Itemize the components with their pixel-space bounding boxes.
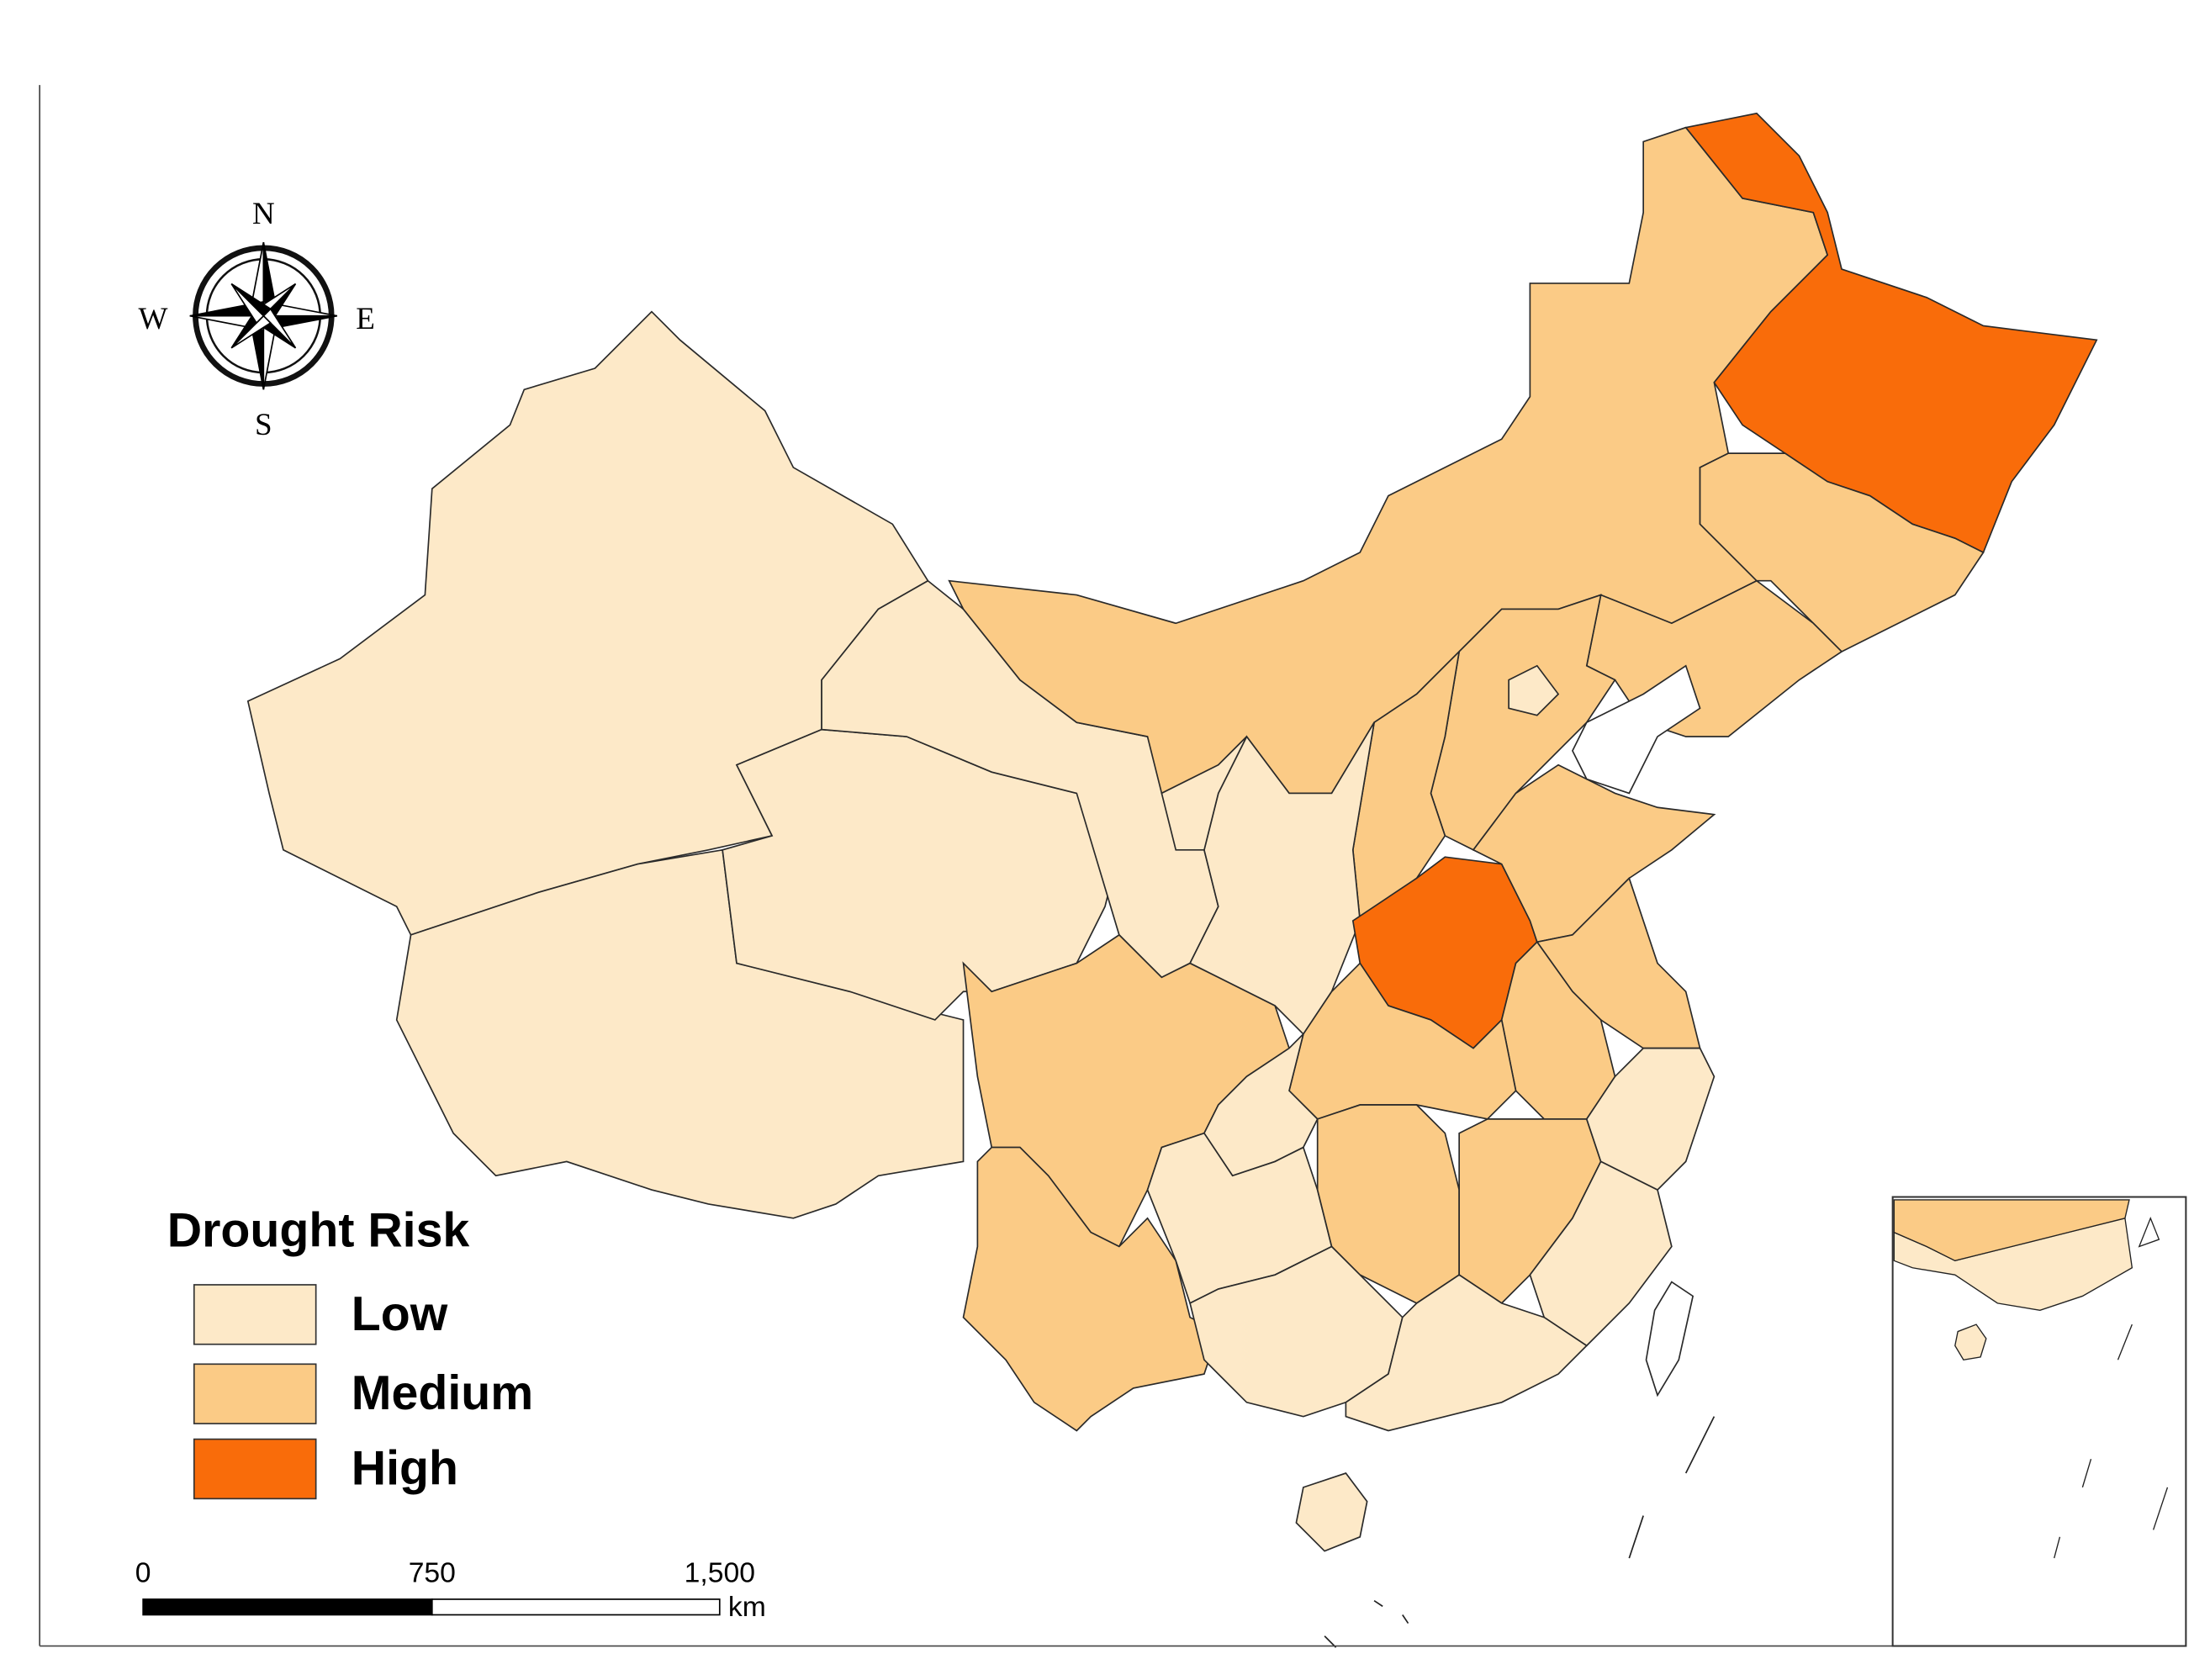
- province: [1585, 1047, 1716, 1191]
- province: [1500, 940, 1616, 1120]
- inset-island: [1954, 1323, 1987, 1360]
- compass-east: E: [356, 302, 375, 336]
- scale-unit: km: [728, 1592, 766, 1623]
- legend-label: High: [352, 1442, 458, 1496]
- legend-swatch: [193, 1363, 317, 1424]
- scale-segment: [431, 1598, 721, 1616]
- province: [1161, 736, 1248, 851]
- regions: [246, 112, 2098, 1648]
- scale-segment: [142, 1598, 433, 1616]
- legend-label: Medium: [352, 1366, 533, 1420]
- province: [1508, 664, 1560, 716]
- scale-label: 1,500: [685, 1558, 755, 1589]
- legend-swatch: [193, 1438, 317, 1500]
- inset-map: [1891, 1196, 2187, 1647]
- scale-label: 0: [135, 1558, 151, 1589]
- inset-region: [1893, 1199, 2130, 1262]
- bohai-sea: [1571, 664, 1701, 795]
- scale-label: 750: [409, 1558, 456, 1589]
- compass-star: [189, 241, 338, 390]
- province: [1345, 1274, 1589, 1432]
- compass-south: S: [255, 408, 272, 442]
- compass-point: [230, 283, 265, 325]
- legend: Drought Risk Low Medium High: [167, 1203, 533, 1500]
- legend-title: Drought Risk: [167, 1203, 470, 1257]
- compass-north: N: [252, 197, 275, 231]
- legend-label: Low: [352, 1287, 448, 1341]
- inset-islands: [2054, 1216, 2169, 1559]
- province: [1699, 452, 1985, 652]
- scale-bar: 0 750 1,500 km: [135, 1558, 766, 1623]
- compass-west: W: [138, 302, 167, 336]
- islands: [1324, 1416, 1716, 1648]
- compass-point: [230, 314, 272, 349]
- compass-rose: N S W E: [138, 197, 374, 442]
- province: [1472, 763, 1716, 943]
- province: [1295, 1472, 1368, 1552]
- legend-swatch: [193, 1284, 317, 1345]
- taiwan: [1645, 1281, 1695, 1397]
